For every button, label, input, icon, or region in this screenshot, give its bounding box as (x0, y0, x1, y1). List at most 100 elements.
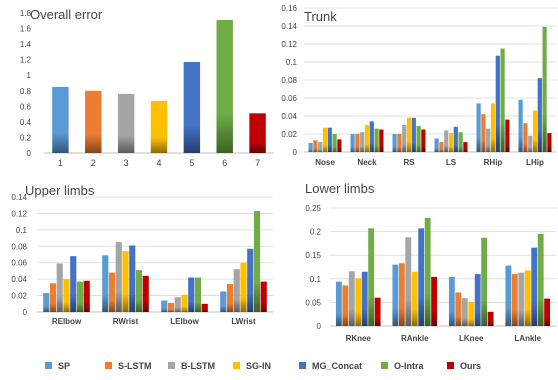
panel-2-bar (523, 123, 528, 152)
legend-swatch (168, 362, 175, 369)
panel-4-bar (342, 285, 349, 326)
panel-2-bar (476, 103, 481, 152)
panel-2-y-tick-label: 0.06 (281, 94, 297, 103)
panel-1-bar (249, 113, 266, 153)
panel-2-bar (500, 48, 505, 152)
panel-2-bar (481, 114, 486, 152)
panel-2-x-tick-label: RHip (484, 158, 503, 167)
panel-2-bar (332, 134, 337, 152)
panel-4-bar (487, 311, 494, 326)
panel-4-x-tick-label: RAnkle (401, 334, 429, 343)
panel-2-bar (439, 142, 444, 152)
panel-3-bar (83, 280, 90, 312)
legend-swatch (233, 362, 240, 369)
panel-1-y-tick-label: 1.4 (20, 40, 32, 49)
panel-4-bar (468, 301, 475, 326)
panel-3-bar (70, 256, 77, 312)
panel-4-bar (368, 228, 375, 326)
panel-1-y-tick-label: 0.6 (20, 102, 32, 111)
panel-3-bar (240, 262, 247, 312)
panel-2-bar (532, 110, 538, 152)
panel-4-bar (424, 217, 431, 326)
panel-2-bar (379, 129, 384, 152)
panel-3-bar (122, 251, 129, 312)
panel-1-x-tick-label: 5 (189, 158, 194, 168)
panel-2-x-tick-label: Nose (315, 158, 335, 167)
panel-4-bar (411, 271, 418, 326)
panel-2-bar (337, 139, 342, 152)
panel-2-bar (313, 140, 318, 152)
panel-3-title: Upper limbs (25, 183, 95, 198)
panel-4-bar (531, 247, 538, 326)
panel-4-y-tick-label: 0.1 (310, 275, 322, 284)
legend-swatch (447, 362, 454, 369)
panel-4-bar (398, 263, 405, 326)
panel-1-bar (216, 20, 233, 153)
panel-4-y-tick-label: 0 (317, 322, 322, 331)
panel-2-y-tick-label: 0.16 (281, 4, 297, 13)
panel-4-bar (348, 271, 355, 326)
panel-1-title: Overall error (30, 7, 103, 22)
panel-3-bar (49, 283, 57, 312)
panel-3-y-tick-label: 0.04 (11, 275, 27, 284)
panel-2-bar (402, 125, 407, 152)
panel-3-x-tick-label: RElbow (52, 317, 82, 326)
panel-2-y-tick-label: 0.02 (281, 130, 297, 139)
legend-label: S-LSTM (118, 361, 152, 371)
panel-4-bar (511, 274, 518, 326)
panel-4-bar (544, 298, 551, 326)
panel-2-bar (528, 135, 533, 152)
panel-4-bar (374, 297, 381, 326)
panel-2-bar (542, 26, 547, 152)
panel-2-bar (547, 133, 552, 152)
panel-3-bar (201, 303, 208, 312)
panel-3-bar (253, 210, 261, 312)
panel-4-y-tick-label: 0.15 (305, 251, 321, 260)
panel-4-y-tick-label: 0.25 (305, 204, 321, 213)
panel-2-bar (406, 117, 412, 152)
panel-3-bar (161, 300, 168, 312)
panel-4-y-tick-label: 0.2 (310, 228, 322, 237)
legend-label: B-LSTM (181, 361, 215, 371)
panel-1-x-tick-label: 3 (124, 158, 129, 168)
panel-2-bar (537, 78, 542, 152)
panel-4-bar (405, 237, 412, 326)
panel-1-y-tick-label: 0 (27, 149, 32, 158)
panel-1-y-tick-label: 1 (27, 71, 32, 80)
legend-label: O-Intra (394, 361, 424, 371)
panel-2-bar (444, 130, 449, 152)
panel-2-bar (369, 121, 374, 152)
panel-2-bar (322, 127, 328, 152)
panel-2-bar (374, 128, 379, 152)
panel-2-x-tick-label: RS (403, 158, 415, 167)
panel-4-bar (431, 276, 438, 326)
panel-4-x-tick-label: LAnkle (514, 334, 541, 343)
panel-3-bar (174, 297, 181, 312)
panel-3-bar (260, 281, 267, 312)
panel-4-bar (448, 276, 455, 326)
legend-swatch (105, 362, 112, 369)
panel-1-bar (150, 100, 168, 153)
panel-2-bar (486, 128, 491, 152)
panel-3-bar (220, 291, 227, 312)
panel-3-y-tick-label: 0.12 (11, 209, 27, 218)
panel-4-bar (392, 264, 399, 326)
panel-3-bar (226, 284, 234, 312)
panel-3-y-tick-label: 0.06 (11, 259, 27, 268)
panel-3-bar (56, 263, 63, 312)
panel-3-bar (188, 277, 195, 312)
panel-2-bar (411, 117, 416, 152)
panel-2-bar (364, 125, 370, 152)
panel-3-y-tick-label: 0.08 (11, 242, 27, 251)
panel-4-y-tick-label: 0.05 (305, 298, 321, 307)
panel-2-bar (458, 132, 463, 152)
panel-3-bar (115, 242, 122, 312)
panel-4-bar (418, 228, 425, 326)
legend-label: Ours (460, 361, 481, 371)
panel-3-y-tick-label: 0 (23, 308, 28, 317)
panel-2-bar (434, 138, 439, 152)
panel-3-bar (233, 269, 240, 312)
panel-2-bar (421, 129, 426, 152)
panel-1-y-tick-label: 1.2 (20, 56, 32, 65)
